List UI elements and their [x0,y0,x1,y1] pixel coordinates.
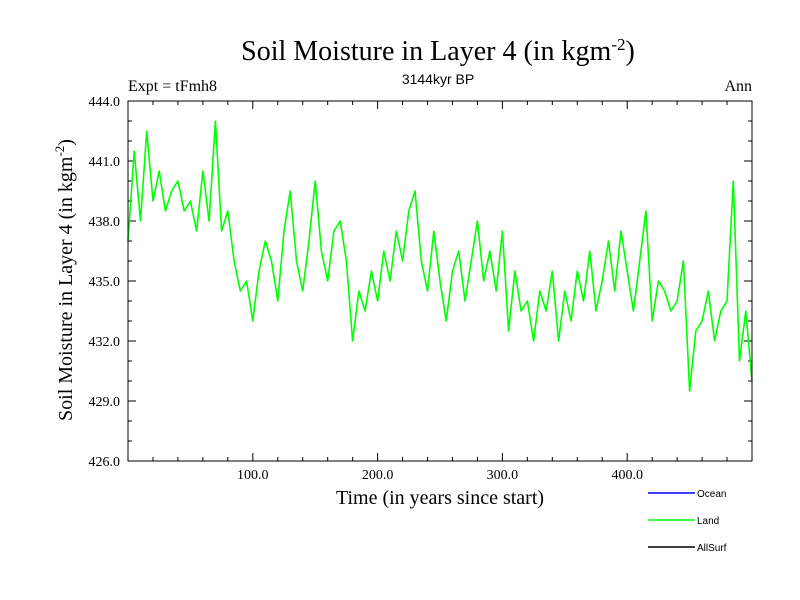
x-tick-label: 200.0 [362,468,394,483]
series-line-land [127,120,753,392]
subtitle-center: 3144kyr BP [402,71,474,87]
axis-tick-labels: 426.0 429.0 432.0 435.0 438.0 441.0 444.0 100.0… [89,95,643,483]
svg-text:Soil Moisture in Layer 4 (in k: Soil Moisture in Layer 4 (in kgm-2) [241,35,635,67]
title-superscript: -2 [611,35,625,54]
ylabel-superscript: -2 [52,146,67,157]
ylabel-close: ) [55,139,77,146]
x-axis-label: Time (in years since start) [336,487,544,509]
legend: Ocean Land AllSurf [648,489,727,554]
y-tick-label: 438.0 [89,215,121,230]
chart-title: Soil Moisture in Layer 4 (in kgm-2) [241,35,635,67]
y-tick-label: 444.0 [89,95,121,110]
legend-label-ocean: Ocean [697,489,726,500]
legend-label-allsurf: AllSurf [697,543,727,554]
y-tick-label: 426.0 [89,455,121,470]
x-tick-label: 100.0 [237,468,269,483]
title-close: ) [626,36,635,67]
y-tick-label: 432.0 [89,335,121,350]
ylabel-main: Soil Moisture in Layer 4 (in kgm [55,156,77,421]
subtitle-left: Expt = tFmh8 [128,78,217,95]
series-layer [127,120,753,392]
x-tick-label: 300.0 [487,468,519,483]
subtitle-right: Ann [724,78,752,95]
legend-label-land: Land [697,516,719,527]
y-tick-label: 429.0 [89,395,121,410]
y-tick-label: 435.0 [89,275,121,290]
x-tick-label: 400.0 [611,468,643,483]
plot-frame [127,100,753,462]
y-axis-label: Soil Moisture in Layer 4 (in kgm-2) [52,139,77,421]
y-tick-label: 441.0 [89,155,121,170]
title-main: Soil Moisture in Layer 4 (in kgm [241,36,611,67]
svg-text:Soil Moisture in Layer 4 (in k: Soil Moisture in Layer 4 (in kgm-2) [52,139,77,421]
